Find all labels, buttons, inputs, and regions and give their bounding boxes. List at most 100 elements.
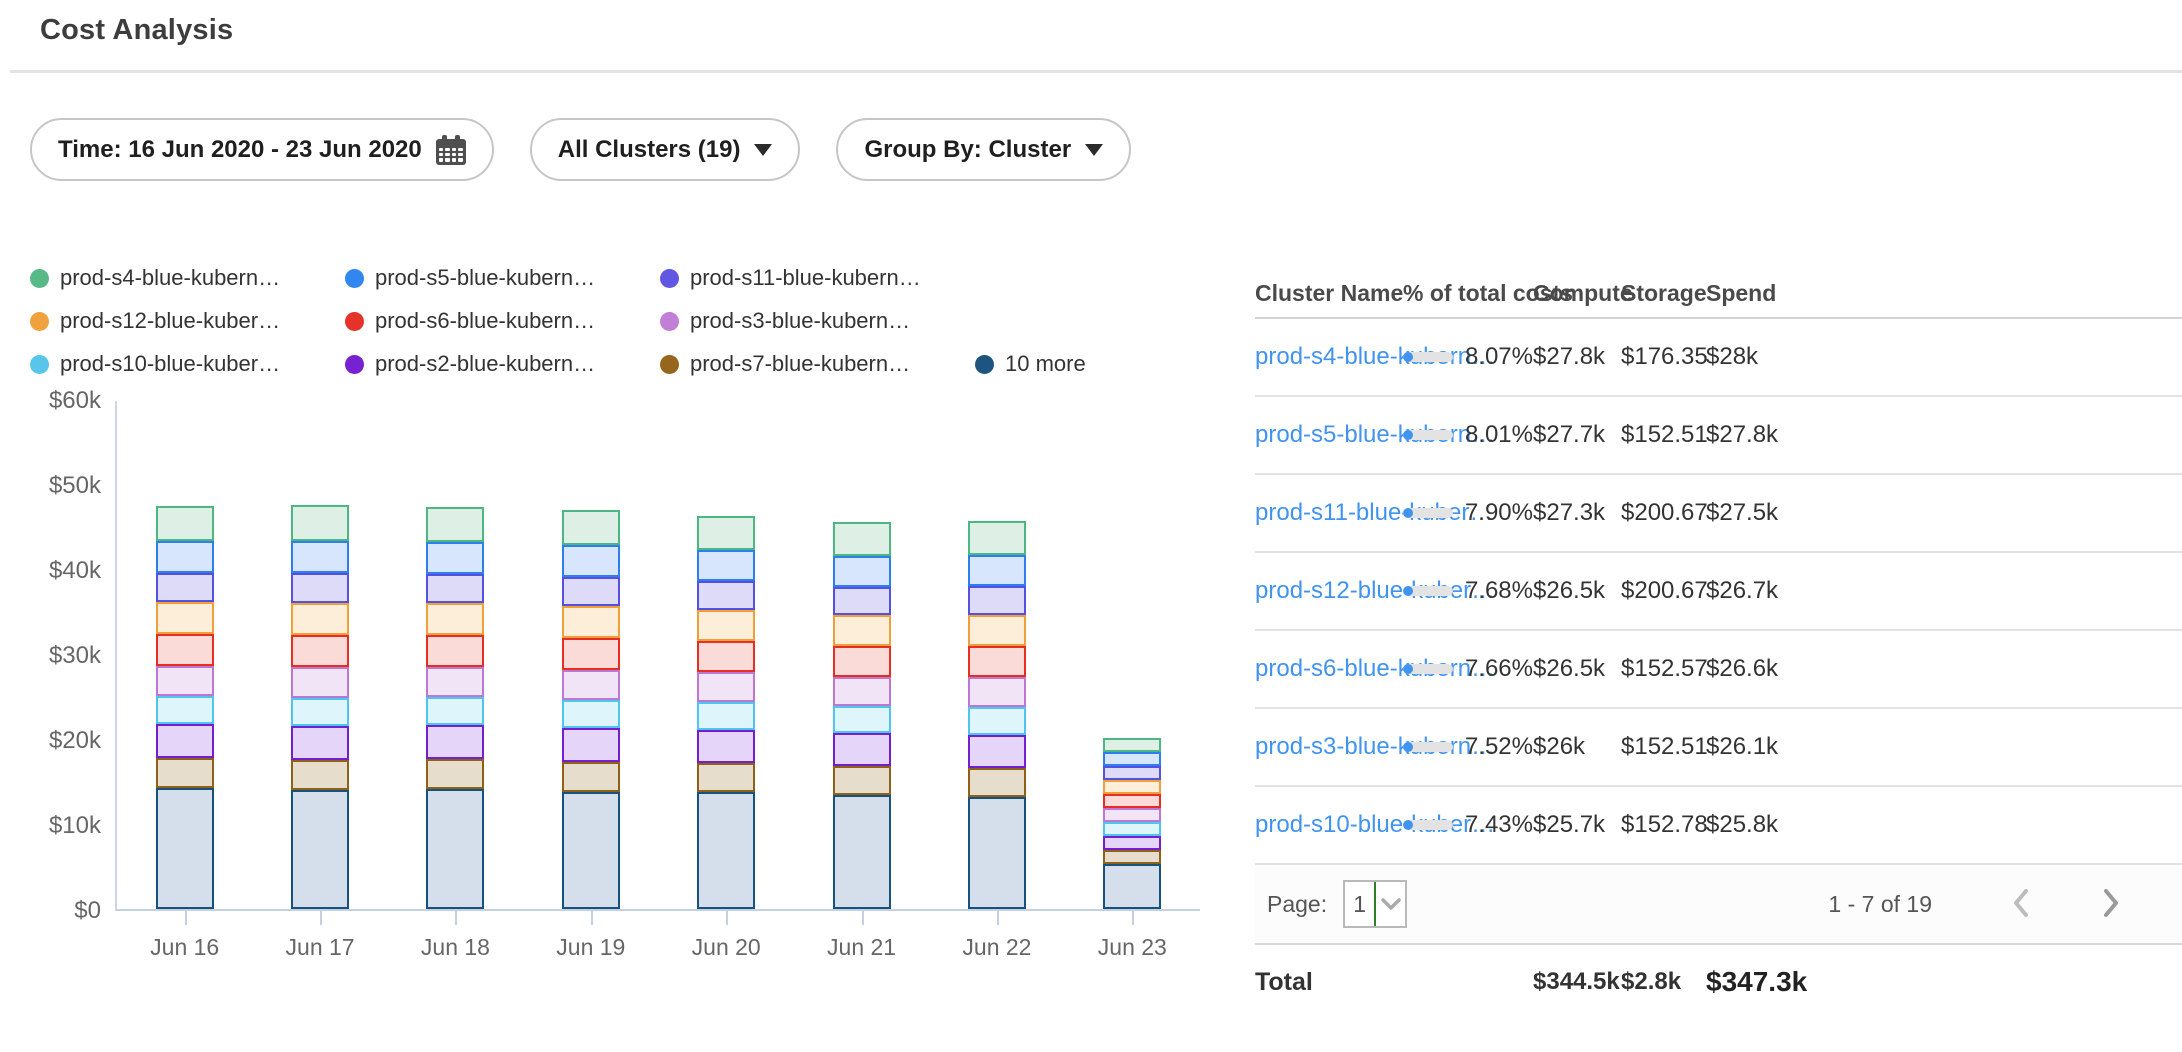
bar-segment[interactable] bbox=[697, 610, 755, 641]
bar-segment[interactable] bbox=[562, 638, 620, 670]
bar-segment[interactable] bbox=[426, 603, 484, 635]
bar-segment[interactable] bbox=[562, 577, 620, 606]
bar-segment[interactable] bbox=[697, 516, 755, 550]
bar-segment[interactable] bbox=[1103, 822, 1161, 836]
bar-segment[interactable] bbox=[833, 556, 891, 587]
legend-item[interactable]: prod-s5-blue-kubern… bbox=[345, 265, 660, 291]
bar-segment[interactable] bbox=[156, 602, 214, 634]
bar-segment[interactable] bbox=[291, 573, 349, 603]
time-range-filter[interactable]: Time: 16 Jun 2020 - 23 Jun 2020 bbox=[30, 118, 494, 181]
bar-segment[interactable] bbox=[833, 646, 891, 677]
legend-item[interactable]: prod-s6-blue-kubern… bbox=[345, 308, 660, 334]
bar-segment[interactable] bbox=[1103, 864, 1161, 909]
legend-item[interactable]: prod-s3-blue-kubern… bbox=[660, 308, 975, 334]
bar-segment[interactable] bbox=[1103, 836, 1161, 850]
legend-item[interactable]: prod-s11-blue-kubern… bbox=[660, 265, 975, 291]
bar-segment[interactable] bbox=[426, 759, 484, 789]
bar-segment[interactable] bbox=[562, 762, 620, 792]
legend-item[interactable]: 10 more bbox=[975, 351, 1086, 377]
bar-segment[interactable] bbox=[426, 507, 484, 542]
bar-segment[interactable] bbox=[562, 728, 620, 762]
cluster-name-link[interactable]: prod-s4-blue-kubern… bbox=[1255, 343, 1403, 371]
bar-segment[interactable] bbox=[968, 735, 1026, 768]
bar-segment[interactable] bbox=[291, 603, 349, 635]
bar-segment[interactable] bbox=[1103, 794, 1161, 808]
bar-segment[interactable] bbox=[562, 700, 620, 728]
bar-segment[interactable] bbox=[1103, 738, 1161, 752]
legend-item[interactable]: prod-s2-blue-kubern… bbox=[345, 351, 660, 377]
bar-segment[interactable] bbox=[291, 760, 349, 790]
bar-segment[interactable] bbox=[833, 587, 891, 615]
bar-segment[interactable] bbox=[562, 670, 620, 700]
bar-segment[interactable] bbox=[833, 706, 891, 733]
bar-segment[interactable] bbox=[833, 733, 891, 766]
bar-segment[interactable] bbox=[833, 522, 891, 556]
bar-segment[interactable] bbox=[426, 789, 484, 909]
bar-segment[interactable] bbox=[697, 763, 755, 792]
page-select[interactable]: 1 bbox=[1343, 880, 1407, 928]
legend-item[interactable]: prod-s12-blue-kuber… bbox=[30, 308, 345, 334]
bar-segment[interactable] bbox=[426, 574, 484, 603]
bar-segment[interactable] bbox=[291, 541, 349, 573]
bar-segment[interactable] bbox=[156, 541, 214, 573]
cluster-name-link[interactable]: prod-s11-blue-kuber… bbox=[1255, 499, 1403, 527]
bar-segment[interactable] bbox=[968, 646, 1026, 677]
bar-segment[interactable] bbox=[156, 573, 214, 602]
legend-item[interactable]: prod-s7-blue-kubern… bbox=[660, 351, 975, 377]
bar-segment[interactable] bbox=[697, 550, 755, 581]
bar-segment[interactable] bbox=[697, 730, 755, 763]
bar-segment[interactable] bbox=[291, 667, 349, 698]
cluster-name-link[interactable]: prod-s10-blue-kuber… bbox=[1255, 811, 1403, 839]
bar-segment[interactable] bbox=[968, 586, 1026, 615]
bar-segment[interactable] bbox=[291, 698, 349, 726]
cluster-name-link[interactable]: prod-s3-blue-kubern… bbox=[1255, 733, 1403, 761]
bar-segment[interactable] bbox=[968, 797, 1026, 909]
bar-segment[interactable] bbox=[291, 635, 349, 667]
bar-segment[interactable] bbox=[562, 792, 620, 909]
bar-segment[interactable] bbox=[156, 666, 214, 696]
previous-page-button[interactable] bbox=[2002, 887, 2040, 922]
bar-segment[interactable] bbox=[156, 634, 214, 666]
bar-segment[interactable] bbox=[697, 702, 755, 730]
bar-segment[interactable] bbox=[697, 792, 755, 909]
bar-segment[interactable] bbox=[968, 555, 1026, 586]
bar-segment[interactable] bbox=[968, 677, 1026, 707]
cluster-name-link[interactable]: prod-s6-blue-kubern… bbox=[1255, 655, 1403, 683]
bar-segment[interactable] bbox=[156, 788, 214, 909]
bar-segment[interactable] bbox=[1103, 808, 1161, 822]
bar-segment[interactable] bbox=[426, 542, 484, 574]
bar-segment[interactable] bbox=[426, 635, 484, 667]
bar-segment[interactable] bbox=[562, 545, 620, 577]
legend-item[interactable]: prod-s4-blue-kubern… bbox=[30, 265, 345, 291]
bar-segment[interactable] bbox=[291, 726, 349, 760]
bar-segment[interactable] bbox=[833, 615, 891, 646]
bar-segment[interactable] bbox=[968, 768, 1026, 797]
bar-segment[interactable] bbox=[1103, 780, 1161, 794]
bar-segment[interactable] bbox=[968, 521, 1026, 555]
cluster-name-link[interactable]: prod-s12-blue-kuber… bbox=[1255, 577, 1403, 605]
bar-segment[interactable] bbox=[1103, 752, 1161, 766]
bar-segment[interactable] bbox=[833, 677, 891, 706]
bar-segment[interactable] bbox=[697, 641, 755, 672]
bar-segment[interactable] bbox=[968, 615, 1026, 646]
legend-item[interactable]: prod-s10-blue-kuber… bbox=[30, 351, 345, 377]
bar-segment[interactable] bbox=[156, 506, 214, 541]
bar-segment[interactable] bbox=[833, 795, 891, 909]
bar-segment[interactable] bbox=[291, 790, 349, 909]
bar-segment[interactable] bbox=[426, 667, 484, 697]
next-page-button[interactable] bbox=[2092, 887, 2130, 922]
bar-segment[interactable] bbox=[1103, 766, 1161, 780]
bar-segment[interactable] bbox=[833, 766, 891, 795]
bar-segment[interactable] bbox=[697, 672, 755, 702]
bar-segment[interactable] bbox=[156, 758, 214, 788]
bar-segment[interactable] bbox=[291, 505, 349, 541]
bar-segment[interactable] bbox=[156, 724, 214, 758]
bar-segment[interactable] bbox=[156, 696, 214, 724]
group-by-dropdown[interactable]: Group By: Cluster bbox=[836, 118, 1131, 181]
bar-segment[interactable] bbox=[968, 707, 1026, 735]
bar-segment[interactable] bbox=[697, 581, 755, 610]
bar-segment[interactable] bbox=[1103, 850, 1161, 864]
clusters-filter-dropdown[interactable]: All Clusters (19) bbox=[530, 118, 801, 181]
bar-segment[interactable] bbox=[562, 510, 620, 545]
bar-segment[interactable] bbox=[562, 606, 620, 638]
